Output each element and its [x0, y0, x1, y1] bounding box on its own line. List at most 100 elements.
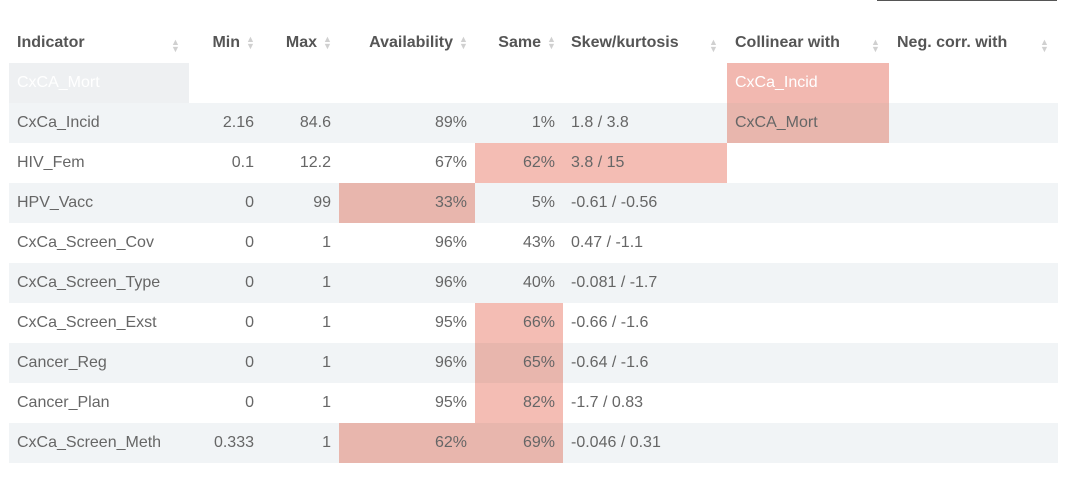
cell-indicator[interactable]: CxCa_Screen_Type — [9, 263, 189, 303]
cell-availability — [339, 63, 475, 103]
cell-neg-corr-with — [889, 63, 1058, 103]
table-row[interactable]: HPV_Vacc 0 99 33% 5% -0.61 / -0.56 — [9, 183, 1058, 223]
sort-arrows-icon: ▲ ▼ — [547, 33, 556, 51]
cell-indicator[interactable]: CxCA_Mort — [9, 63, 189, 103]
cell-max: 1 — [322, 394, 331, 411]
sort-arrows-icon: ▲ ▼ — [246, 33, 255, 51]
cell-availability: 95% — [434, 314, 467, 331]
cell-availability: 96% — [339, 263, 475, 303]
cell-collinear-with — [727, 343, 889, 383]
cell-collinear-with: CxCa_Incid — [727, 63, 889, 103]
sort-arrows-icon: ▲ ▼ — [323, 33, 332, 51]
cell-neg-corr-with — [889, 343, 1058, 383]
cell-availability: 89% — [339, 103, 475, 143]
cell-skew-kurtosis: -0.64 / -1.6 — [563, 343, 727, 383]
cell-collinear-with — [727, 423, 889, 463]
cell-skew-kurtosis: -0.66 / -1.6 — [571, 314, 649, 331]
cell-neg-corr-with — [889, 263, 1058, 303]
cell-min: 0 — [189, 263, 262, 303]
col-header-min[interactable]: Min ▲ ▼ — [212, 33, 255, 51]
cell-neg-corr-with — [889, 423, 1058, 463]
table-row[interactable]: HIV_Fem 0.1 12.2 67% 62% 3.8 / 15 — [9, 143, 1058, 183]
cell-indicator[interactable]: CxCa_Screen_Cov — [17, 234, 154, 251]
cell-availability: 67% — [434, 154, 467, 171]
sort-arrows-icon: ▲ ▼ — [871, 37, 880, 54]
cell-indicator[interactable]: HIV_Fem — [17, 154, 85, 171]
cell-indicator[interactable]: CxCa_Incid — [9, 103, 189, 143]
cell-indicator[interactable]: Cancer_Plan — [17, 394, 110, 411]
cell-neg-corr-with — [889, 103, 1058, 143]
cell-neg-corr-with — [889, 223, 1058, 263]
cell-skew-kurtosis: -0.046 / 0.31 — [563, 423, 727, 463]
cell-same: 62% — [475, 143, 563, 183]
sort-arrows-icon: ▲ ▼ — [459, 33, 468, 51]
cell-collinear-with — [727, 263, 889, 303]
sort-arrows-icon: ▲ ▼ — [709, 37, 718, 54]
cell-max: 99 — [262, 183, 339, 223]
table-row[interactable]: CxCA_Mort CxCa_Incid — [9, 63, 1058, 103]
cell-skew-kurtosis: -1.7 / 0.83 — [571, 394, 644, 411]
cell-skew-kurtosis: 3.8 / 15 — [563, 143, 727, 183]
cell-same: 5% — [475, 183, 563, 223]
cell-min: 0 — [245, 394, 254, 411]
cell-neg-corr-with — [889, 383, 1058, 423]
col-header-same[interactable]: Same ▲ ▼ — [498, 33, 556, 51]
cell-skew-kurtosis: 1.8 / 3.8 — [563, 103, 727, 143]
table-row[interactable]: CxCa_Screen_Cov 0 1 96% 43% 0.47 / -1.1 — [9, 223, 1058, 263]
cell-max: 1 — [262, 263, 339, 303]
cell-availability: 96% — [434, 234, 467, 251]
cell-neg-corr-with — [889, 303, 1058, 343]
cell-collinear-with — [727, 223, 889, 263]
table-row[interactable]: CxCa_Screen_Meth 0.333 1 62% 69% -0.046 … — [9, 423, 1058, 463]
table-row[interactable]: CxCa_Screen_Exst 0 1 95% 66% -0.66 / -1.… — [9, 303, 1058, 343]
cell-same — [475, 63, 563, 103]
table-row[interactable]: Cancer_Reg 0 1 96% 65% -0.64 / -1.6 — [9, 343, 1058, 383]
cell-max: 1 — [322, 234, 331, 251]
cell-availability: 33% — [339, 183, 475, 223]
cell-indicator[interactable]: CxCa_Screen_Meth — [9, 423, 189, 463]
cell-skew-kurtosis: 0.47 / -1.1 — [571, 234, 644, 251]
table-row[interactable]: Cancer_Plan 0 1 95% 82% -1.7 / 0.83 — [9, 383, 1058, 423]
cell-indicator[interactable]: HPV_Vacc — [9, 183, 189, 223]
cell-skew-kurtosis: -0.61 / -0.56 — [563, 183, 727, 223]
col-header-collinear-with[interactable]: Collinear with ▲ ▼ — [735, 33, 880, 54]
cell-skew-kurtosis: -0.081 / -1.7 — [563, 263, 727, 303]
cell-collinear-with — [727, 383, 889, 423]
cell-min — [189, 63, 262, 103]
cell-min: 0 — [245, 314, 254, 331]
header-row: Indicator ▲ ▼ Min ▲ ▼ Max ▲ ▼ Availability ▲ ▼ S… — [9, 23, 1058, 63]
cell-max — [262, 63, 339, 103]
cell-availability: 95% — [434, 394, 467, 411]
cell-availability: 62% — [339, 423, 475, 463]
col-header-indicator[interactable]: Indicator ▲ ▼ — [17, 33, 180, 54]
col-header-neg-corr-with[interactable]: Neg. corr. with ▲ ▼ — [897, 33, 1049, 54]
table-row[interactable]: CxCa_Incid 2.16 84.6 89% 1% 1.8 / 3.8 Cx… — [9, 103, 1058, 143]
cell-indicator[interactable]: Cancer_Reg — [9, 343, 189, 383]
cell-min: 0.1 — [231, 154, 254, 171]
cell-availability: 96% — [339, 343, 475, 383]
cell-min: 0 — [189, 343, 262, 383]
cell-max: 1 — [322, 314, 331, 331]
cell-neg-corr-with — [889, 183, 1058, 223]
cell-collinear-with — [727, 303, 889, 343]
sort-arrows-icon: ▲ ▼ — [1040, 37, 1049, 54]
cell-same: 82% — [475, 383, 563, 423]
cell-neg-corr-with — [889, 143, 1058, 183]
cell-collinear-with — [727, 183, 889, 223]
cell-indicator[interactable]: CxCa_Screen_Exst — [17, 314, 157, 331]
cell-same: 40% — [475, 263, 563, 303]
cell-same: 69% — [475, 423, 563, 463]
cell-min: 0 — [189, 183, 262, 223]
table-row[interactable]: CxCa_Screen_Type 0 1 96% 40% -0.081 / -1… — [9, 263, 1058, 303]
top-rule — [877, 0, 1057, 1]
col-header-availability[interactable]: Availability ▲ ▼ — [369, 33, 468, 51]
col-header-skew-kurtosis[interactable]: Skew/kurtosis ▲ ▼ — [571, 33, 718, 54]
sort-arrows-icon: ▲ ▼ — [171, 37, 180, 54]
indicator-table: Indicator ▲ ▼ Min ▲ ▼ Max ▲ ▼ Availability ▲ ▼ S… — [9, 23, 1058, 463]
cell-same: 1% — [475, 103, 563, 143]
cell-same: 43% — [522, 234, 555, 251]
cell-max: 1 — [262, 423, 339, 463]
col-header-max[interactable]: Max ▲ ▼ — [285, 33, 332, 51]
cell-max: 84.6 — [262, 103, 339, 143]
cell-min: 0 — [245, 234, 254, 251]
